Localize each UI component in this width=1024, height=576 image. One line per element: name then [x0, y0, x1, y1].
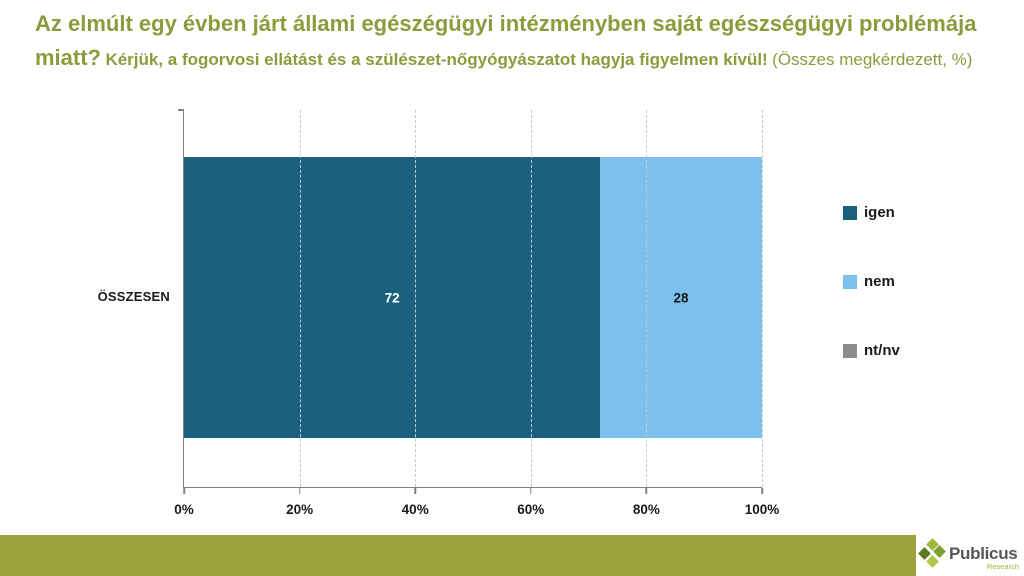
legend-item-nem: nem	[843, 273, 900, 290]
x-axis-tick	[183, 488, 185, 494]
x-axis-tick-label: 0%	[174, 502, 194, 517]
x-axis-tick	[761, 488, 763, 494]
gridline	[762, 110, 763, 487]
y-axis-top-tick	[178, 109, 184, 111]
x-axis-tick-label: 100%	[744, 502, 780, 517]
x-axis-tick-label: 20%	[286, 502, 314, 517]
x-axis-tick-label: 40%	[401, 502, 429, 517]
x-axis-tick	[530, 488, 532, 494]
legend-label: igen	[864, 204, 895, 221]
legend-label: nem	[864, 273, 895, 290]
bar-segment-igen: 72	[184, 157, 601, 438]
stacked-bar: 72 28	[184, 157, 762, 438]
plot-area: 72 28 0% 20% 40% 60% 80% 100%	[174, 109, 779, 517]
x-axis-tick	[414, 488, 416, 494]
brand-subtitle: Research	[986, 562, 1019, 571]
gridline	[299, 110, 301, 487]
bar-segment-nem: 28	[600, 157, 762, 438]
gridline	[530, 110, 532, 487]
brand-name: Publicus	[949, 544, 1018, 563]
title-question: Az elmúlt egy évben járt állami egészégü…	[35, 11, 977, 70]
title-instruction: Kérjük, a fogorvosi ellátást és a szülés…	[105, 50, 768, 69]
bar-value-label: 28	[673, 290, 689, 305]
title-sample-note: (Összes megkérdezett, %)	[772, 50, 973, 69]
x-axis-tick	[645, 488, 648, 494]
publicus-logo: Publicus Research	[916, 535, 1024, 576]
chart-title: Az elmúlt egy évben járt állami egészégü…	[35, 8, 997, 76]
legend-item-nt-nv: nt/nv	[843, 342, 900, 359]
legend-swatch-icon	[843, 343, 857, 358]
legend-swatch-icon	[843, 205, 857, 220]
gridline	[415, 110, 417, 487]
legend-item-igen: igen	[843, 204, 900, 221]
legend: igen nem nt/nv	[843, 204, 900, 359]
x-axis-tick-label: 80%	[632, 502, 660, 517]
category-label: ÖSSZESEN	[97, 289, 170, 304]
footer-accent-bar	[0, 535, 916, 576]
x-axis-tick	[298, 488, 301, 494]
gridline	[646, 110, 648, 487]
legend-label: nt/nv	[864, 342, 900, 359]
x-axis-tick-label: 60%	[517, 502, 545, 517]
bar-value-label: 72	[384, 290, 400, 305]
publicus-diamonds-icon	[918, 538, 947, 572]
legend-swatch-icon	[843, 274, 857, 289]
